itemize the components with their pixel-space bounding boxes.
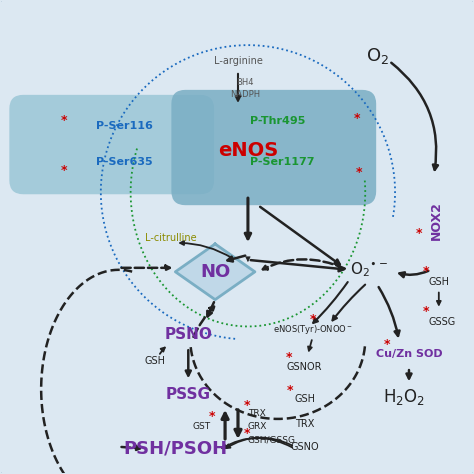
FancyArrowPatch shape xyxy=(392,63,438,170)
Text: BH4: BH4 xyxy=(236,78,254,87)
Text: *: * xyxy=(356,166,363,179)
Text: P-Ser635: P-Ser635 xyxy=(96,157,153,167)
FancyArrowPatch shape xyxy=(121,265,170,270)
Text: eNOS: eNOS xyxy=(218,141,278,160)
FancyArrowPatch shape xyxy=(379,287,400,336)
FancyArrowPatch shape xyxy=(313,282,348,323)
Text: *: * xyxy=(384,338,391,351)
Text: NADPH: NADPH xyxy=(230,91,260,100)
Text: L-citrulline: L-citrulline xyxy=(145,233,196,243)
FancyArrowPatch shape xyxy=(121,446,140,450)
FancyArrowPatch shape xyxy=(246,257,250,261)
Text: *: * xyxy=(286,383,293,397)
Text: GSH: GSH xyxy=(429,277,450,287)
Text: L-arginine: L-arginine xyxy=(214,56,263,66)
Polygon shape xyxy=(175,244,255,300)
FancyArrowPatch shape xyxy=(437,292,441,305)
Text: GSNOR: GSNOR xyxy=(287,362,322,372)
FancyArrowPatch shape xyxy=(407,370,411,379)
Text: *: * xyxy=(416,227,422,239)
Text: PSSG: PSSG xyxy=(166,387,211,401)
Text: *: * xyxy=(354,112,361,125)
Text: O$_2$: O$_2$ xyxy=(365,46,389,66)
FancyArrowPatch shape xyxy=(251,260,344,271)
Text: NO: NO xyxy=(200,263,230,281)
FancyArrowPatch shape xyxy=(222,438,292,448)
FancyArrowPatch shape xyxy=(260,207,340,264)
Text: O$_2$$^{\bullet-}$: O$_2$$^{\bullet-}$ xyxy=(350,260,388,279)
FancyArrowPatch shape xyxy=(400,271,428,277)
Text: *: * xyxy=(244,399,250,411)
FancyArrowPatch shape xyxy=(193,307,214,337)
FancyBboxPatch shape xyxy=(9,95,214,194)
Text: GSH: GSH xyxy=(145,356,166,366)
Text: Cu/Zn SOD: Cu/Zn SOD xyxy=(376,349,442,359)
Text: GRX: GRX xyxy=(248,422,267,431)
FancyArrowPatch shape xyxy=(226,438,292,448)
Text: NOX2: NOX2 xyxy=(430,201,443,239)
FancyArrowPatch shape xyxy=(222,413,228,439)
FancyArrowPatch shape xyxy=(186,350,191,375)
Text: H$_2$O$_2$: H$_2$O$_2$ xyxy=(383,387,425,407)
FancyArrowPatch shape xyxy=(245,198,251,239)
Text: TRX: TRX xyxy=(248,410,266,419)
FancyArrowPatch shape xyxy=(207,302,214,317)
Text: GST: GST xyxy=(192,422,210,431)
Text: P-Thr495: P-Thr495 xyxy=(250,116,305,126)
Text: P-Ser1177: P-Ser1177 xyxy=(250,157,314,167)
Text: *: * xyxy=(285,351,292,364)
FancyArrowPatch shape xyxy=(180,241,233,258)
Text: PSH/PSOH: PSH/PSOH xyxy=(123,440,228,458)
Text: GSSG: GSSG xyxy=(429,317,456,327)
Text: *: * xyxy=(310,313,316,326)
Text: *: * xyxy=(209,410,215,423)
Text: *: * xyxy=(423,265,429,278)
Text: GSH: GSH xyxy=(294,394,315,404)
Text: *: * xyxy=(61,114,67,127)
Text: PSNO: PSNO xyxy=(164,327,212,342)
Text: *: * xyxy=(61,164,67,177)
FancyArrowPatch shape xyxy=(263,259,345,269)
Text: *: * xyxy=(423,305,429,318)
FancyArrowPatch shape xyxy=(333,284,365,320)
Text: TRX: TRX xyxy=(295,419,314,429)
FancyArrowPatch shape xyxy=(160,347,165,354)
Text: GSNO: GSNO xyxy=(290,442,319,452)
Text: *: * xyxy=(244,428,250,440)
Text: GSH/GSSG: GSH/GSSG xyxy=(248,435,296,444)
FancyBboxPatch shape xyxy=(172,90,376,205)
FancyArrowPatch shape xyxy=(236,74,240,100)
FancyArrowPatch shape xyxy=(228,255,245,262)
FancyArrowPatch shape xyxy=(235,410,241,436)
Text: eNOS(Tyr)-ONOO$^-$: eNOS(Tyr)-ONOO$^-$ xyxy=(273,323,353,336)
Text: P-Ser116: P-Ser116 xyxy=(96,121,153,131)
FancyArrowPatch shape xyxy=(308,340,312,351)
